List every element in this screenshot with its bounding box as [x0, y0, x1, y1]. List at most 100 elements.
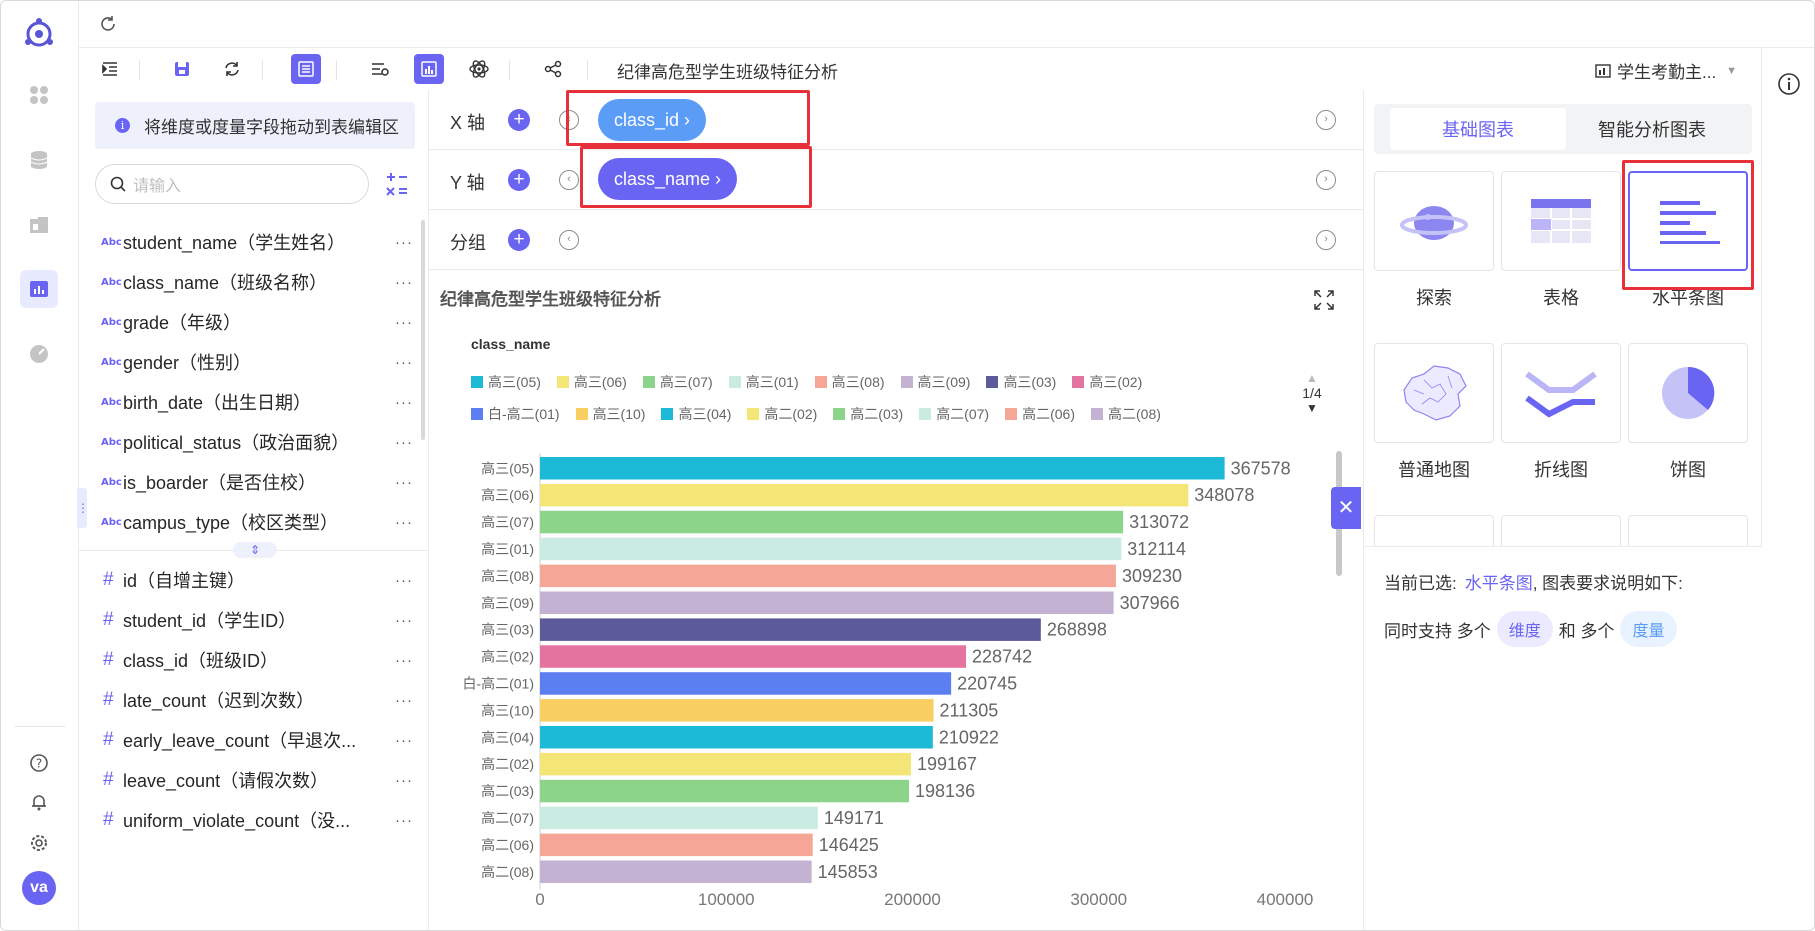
more-icon[interactable]: ···	[395, 233, 413, 251]
gauge-icon[interactable]	[20, 335, 58, 373]
measure-field[interactable]: # uniform_violate_count（没... ···	[91, 802, 416, 838]
legend-prev-icon[interactable]: ▲	[1306, 371, 1318, 385]
bar[interactable]	[540, 537, 1122, 561]
chart-type-line[interactable]	[1501, 343, 1621, 443]
legend-item[interactable]: 高三(10)	[575, 403, 645, 425]
legend-item[interactable]: 高三(03)	[986, 371, 1056, 393]
bar[interactable]	[540, 699, 934, 722]
dimension-field[interactable]: Abc gender（性别） ···	[91, 344, 416, 380]
more-icon[interactable]: ···	[395, 771, 413, 789]
bar[interactable]	[540, 591, 1114, 615]
tab-basic-charts[interactable]: 基础图表	[1390, 108, 1566, 150]
dimension-field[interactable]: Abc is_boarder（是否住校） ···	[91, 464, 416, 500]
dimension-field[interactable]: Abc student_name（学生姓名） ···	[91, 224, 416, 260]
atom-icon[interactable]	[464, 54, 494, 84]
y-field-pill[interactable]: class_name ›	[598, 158, 738, 200]
legend-item[interactable]: 高三(08)	[814, 371, 885, 393]
add-group-field-button[interactable]: +	[508, 229, 530, 251]
more-icon[interactable]: ···	[395, 651, 413, 669]
field-search-input[interactable]: 请输入	[95, 164, 369, 204]
legend-item[interactable]: 高三(05)	[471, 371, 541, 393]
measure-field[interactable]: # student_id（学生ID） ···	[91, 602, 416, 638]
more-icon[interactable]: ···	[395, 571, 413, 589]
chart-type-pie[interactable]	[1628, 343, 1748, 443]
legend-item[interactable]: 高三(07)	[642, 371, 713, 393]
bar[interactable]	[540, 564, 1116, 588]
legend-item[interactable]: 白-高二(01)	[471, 403, 560, 425]
legend-item[interactable]: 高二(08)	[1091, 403, 1161, 425]
selected-chart-name[interactable]: 水平条图	[1464, 574, 1533, 593]
filter-settings-icon[interactable]	[365, 54, 395, 84]
bar[interactable]	[540, 833, 813, 857]
dimension-field[interactable]: Abc grade（年级） ···	[91, 304, 416, 340]
bell-icon[interactable]	[20, 783, 58, 821]
legend-item[interactable]: 高三(02)	[1072, 371, 1142, 393]
more-icon[interactable]: ···	[395, 473, 413, 491]
save-icon[interactable]	[167, 54, 197, 84]
close-panel-button[interactable]: ✕	[1331, 487, 1361, 529]
more-icon[interactable]: ···	[395, 313, 413, 331]
bar[interactable]	[540, 726, 933, 749]
bar[interactable]	[540, 779, 910, 803]
data-view-icon[interactable]	[291, 54, 321, 84]
measure-field[interactable]: # id（自增主键） ···	[91, 562, 416, 598]
sync-icon[interactable]	[217, 54, 247, 84]
tab-smart-charts[interactable]: 智能分析图表	[1598, 120, 1706, 140]
legend-item[interactable]: 高三(04)	[661, 403, 731, 425]
measure-field[interactable]: # leave_count（请假次数） ···	[91, 762, 416, 798]
add-calc-field-icon[interactable]	[384, 171, 410, 202]
bar[interactable]	[540, 752, 911, 776]
bar[interactable]	[540, 860, 812, 884]
chart-type-map[interactable]	[1374, 343, 1494, 443]
bar[interactable]	[540, 483, 1189, 507]
chart-type-horizontal-bar[interactable]	[1628, 171, 1748, 271]
bar[interactable]	[540, 510, 1124, 534]
chevron-left-icon[interactable]: ‹	[559, 170, 579, 190]
chevron-left-icon[interactable]: ‹	[559, 230, 579, 250]
bar[interactable]	[540, 806, 818, 830]
fullscreen-icon[interactable]	[1313, 289, 1335, 316]
dimension-field[interactable]: Abc political_status（政治面貌） ···	[91, 424, 416, 460]
app-logo-icon[interactable]	[20, 15, 58, 53]
chart-name[interactable]: 纪律高危型学生班级特征分析	[617, 63, 838, 82]
collapse-icon[interactable]	[95, 54, 125, 84]
chart-type-table[interactable]	[1501, 171, 1621, 271]
field-scrollbar[interactable]	[421, 220, 425, 440]
dimension-field[interactable]: Abc class_name（班级名称） ···	[91, 264, 416, 300]
add-x-field-button[interactable]: +	[508, 109, 530, 131]
measure-field[interactable]: # early_leave_count（早退次... ···	[91, 722, 416, 758]
more-icon[interactable]: ···	[395, 513, 413, 531]
dashboard-icon[interactable]	[20, 76, 58, 114]
legend-next-icon[interactable]: ▼	[1306, 401, 1318, 415]
avatar[interactable]: va	[20, 869, 58, 907]
legend-item[interactable]: 高二(07)	[919, 403, 989, 425]
refresh-icon[interactable]	[98, 14, 118, 39]
more-icon[interactable]: ···	[395, 691, 413, 709]
x-field-pill[interactable]: class_id ›	[598, 99, 707, 141]
more-icon[interactable]: ···	[395, 353, 413, 371]
legend-item[interactable]: 高三(01)	[728, 371, 799, 393]
add-y-field-button[interactable]: +	[508, 169, 530, 191]
bar[interactable]	[540, 645, 967, 668]
more-icon[interactable]: ···	[395, 811, 413, 829]
bar[interactable]	[540, 457, 1225, 480]
split-handle[interactable]: ⇕	[233, 542, 277, 558]
dataset-icon[interactable]	[20, 206, 58, 244]
legend-item[interactable]: 高三(06)	[556, 371, 627, 393]
more-icon[interactable]: ···	[395, 611, 413, 629]
more-icon[interactable]: ···	[395, 433, 413, 451]
legend-item[interactable]: 高二(02)	[747, 403, 817, 425]
help-icon[interactable]: ?	[20, 744, 58, 782]
info-icon[interactable]	[1777, 72, 1801, 101]
share-icon[interactable]	[538, 54, 568, 84]
chevron-right-icon[interactable]: ›	[1316, 170, 1336, 190]
dimension-field[interactable]: Abc birth_date（出生日期） ···	[91, 384, 416, 420]
database-icon[interactable]	[20, 141, 58, 179]
more-icon[interactable]: ···	[395, 731, 413, 749]
chart-view-icon[interactable]	[414, 54, 444, 84]
chevron-right-icon[interactable]: ›	[1316, 230, 1336, 250]
more-icon[interactable]: ···	[395, 273, 413, 291]
chart-type-explore[interactable]	[1374, 171, 1494, 271]
legend-item[interactable]: 高三(09)	[900, 371, 970, 393]
more-icon[interactable]: ···	[395, 393, 413, 411]
